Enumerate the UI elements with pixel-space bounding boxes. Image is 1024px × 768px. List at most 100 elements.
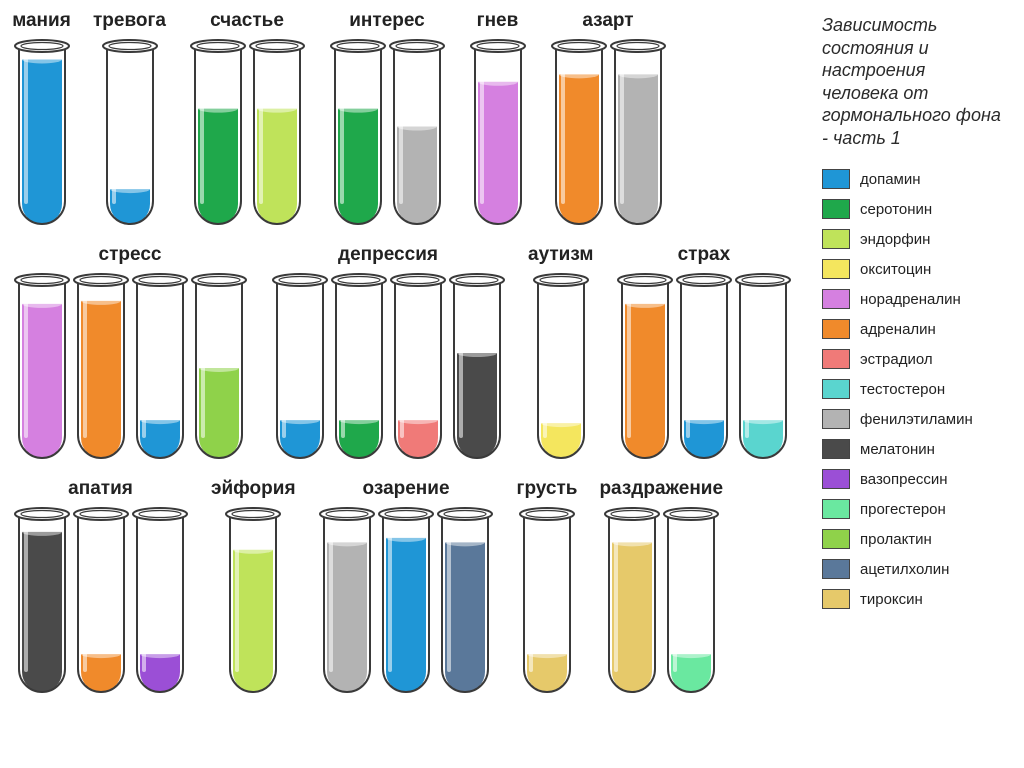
test-tube-icon [330,38,386,228]
tube [663,506,719,696]
legend-label: эстрадиол [860,351,933,368]
tube-set [224,506,283,696]
test-tube-icon [735,272,791,462]
legend-label: мелатонин [860,441,935,458]
tube-set [468,38,527,228]
emotion-group: эйфория [211,478,296,696]
tube [73,272,129,462]
tube-lip [332,274,386,286]
tube-lip [391,274,445,286]
infographic-row: стрессдепрессияаутизмстрах [12,244,804,462]
legend-item: ацетилхолин [822,557,1004,581]
tube-highlight [142,288,146,438]
test-tube-icon [676,272,732,462]
emotion-label: депрессия [338,244,438,266]
legend-item: фенилэтиламин [822,407,1004,431]
legend-swatch [822,529,850,549]
emotion-group: азарт [549,10,667,228]
test-tube-icon [437,506,493,696]
tube [249,38,305,228]
legend-swatch [822,379,850,399]
legend-item: эндорфин [822,227,1004,251]
test-tube-icon [449,272,505,462]
tube-lip [450,274,504,286]
test-tube-icon [132,506,188,696]
tube-lip [331,40,385,52]
test-tube-icon [272,272,328,462]
legend-item: серотонин [822,197,1004,221]
tube-lip [390,40,444,52]
emotion-label: мания [12,10,71,32]
legend-label: допамин [860,171,921,188]
legend-swatch [822,499,850,519]
emotion-label: аутизм [528,244,593,266]
tube [330,38,386,228]
tube-highlight [340,54,344,204]
legend-item: пролактин [822,527,1004,551]
test-tube-icon [378,506,434,696]
tube-set [100,38,159,228]
test-tube-icon [14,272,70,462]
tube [102,38,158,228]
tube-set [615,272,792,462]
emotion-label: грусть [517,478,578,500]
legend-item: эстрадиол [822,347,1004,371]
legend-swatch [822,259,850,279]
tube-highlight [200,54,204,204]
tube-highlight [83,522,87,672]
tube [14,38,70,228]
legend-item: прогестерон [822,497,1004,521]
tube-lip [74,508,128,520]
legend-swatch [822,289,850,309]
tube-lip [618,274,672,286]
legend-swatch [822,319,850,339]
tube-lip [15,40,69,52]
legend-swatch [822,349,850,369]
legend-items: допаминсеротонинэндорфинокситоциннорадре… [822,167,1004,611]
tube-highlight [388,522,392,672]
emotion-group: счастье [188,10,306,228]
test-tube-icon [73,272,129,462]
tube-lip [250,40,304,52]
tube-highlight [142,522,146,672]
legend-label: прогестерон [860,501,946,518]
emotion-group: стресс [12,244,248,462]
legend-title: Зависимость состояния и настроения челов… [822,14,1004,149]
tube-highlight [24,288,28,438]
emotion-group: раздражение [599,478,723,696]
tube [190,38,246,228]
tube-lip [379,508,433,520]
test-tube-icon [14,506,70,696]
legend-item: вазопрессин [822,467,1004,491]
legend-item: допамин [822,167,1004,191]
tube [533,272,589,462]
tube-lip [438,508,492,520]
tube-lip [320,508,374,520]
tube-lip [191,40,245,52]
tube-highlight [543,288,547,438]
tube-highlight [673,522,677,672]
test-tube-icon [73,506,129,696]
tube [132,272,188,462]
tube [676,272,732,462]
infographic-row: апатияэйфорияозарениегрустьраздражение [12,478,804,696]
tube-lip [552,40,606,52]
test-tube-icon [617,272,673,462]
emotion-label: эйфория [211,478,296,500]
tube-highlight [201,288,205,438]
emotion-group: озарение [318,478,495,696]
infographic-main: маниятревогасчастьеинтересгневазартстрес… [12,10,804,758]
legend-label: норадреналин [860,291,961,308]
tube-set [549,38,667,228]
emotion-label: тревога [93,10,166,32]
test-tube-icon [331,272,387,462]
tube-set [188,38,306,228]
tube-set [602,506,720,696]
tube-set [318,506,495,696]
tube-lip [471,40,525,52]
test-tube-icon [319,506,375,696]
legend-label: адреналин [860,321,936,338]
test-tube-icon [225,506,281,696]
emotion-label: интерес [349,10,425,32]
test-tube-icon [102,38,158,228]
